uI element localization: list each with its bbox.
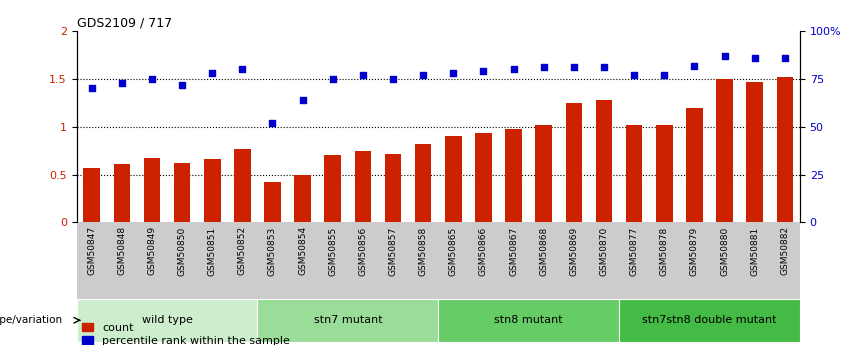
Bar [144, 158, 160, 223]
Bar [566, 103, 582, 223]
Text: GSM50852: GSM50852 [238, 226, 247, 275]
Bar [385, 154, 402, 223]
Point [115, 80, 129, 86]
Point [537, 65, 551, 70]
Bar [777, 77, 793, 223]
Text: GSM50877: GSM50877 [630, 226, 638, 276]
Text: genotype/variation: genotype/variation [0, 315, 62, 325]
Text: GSM50855: GSM50855 [328, 226, 337, 276]
Text: wild type: wild type [141, 315, 192, 325]
Bar [257, 299, 438, 342]
Bar [746, 82, 763, 223]
Text: GSM50879: GSM50879 [690, 226, 699, 276]
Text: stn8 mutant: stn8 mutant [494, 315, 563, 325]
Text: GSM50865: GSM50865 [448, 226, 458, 276]
Bar [686, 108, 703, 223]
Bar [174, 163, 191, 223]
Text: GSM50882: GSM50882 [780, 226, 790, 275]
Bar [294, 175, 311, 223]
Point [658, 72, 671, 78]
Text: GSM50853: GSM50853 [268, 226, 277, 276]
Bar [438, 299, 619, 342]
Text: GSM50854: GSM50854 [298, 226, 307, 275]
Bar [656, 125, 672, 223]
Point [688, 63, 701, 68]
Bar [234, 149, 251, 223]
Point [597, 65, 611, 70]
Point [447, 70, 460, 76]
Text: GSM50856: GSM50856 [358, 226, 368, 276]
Point [748, 55, 762, 61]
Text: GSM50851: GSM50851 [208, 226, 217, 276]
Point [85, 86, 99, 91]
Bar [204, 159, 220, 223]
Text: GSM50868: GSM50868 [540, 226, 548, 276]
Text: GSM50878: GSM50878 [660, 226, 669, 276]
Text: GSM50866: GSM50866 [479, 226, 488, 276]
Bar [355, 151, 371, 223]
Bar [77, 299, 257, 342]
Point [627, 72, 641, 78]
Point [296, 97, 310, 103]
Point [778, 55, 791, 61]
Text: GSM50869: GSM50869 [569, 226, 579, 276]
Point [416, 72, 430, 78]
Point [326, 76, 340, 82]
Point [717, 53, 731, 59]
Text: stn7 mutant: stn7 mutant [313, 315, 382, 325]
Text: GDS2109 / 717: GDS2109 / 717 [77, 17, 172, 30]
Bar [113, 164, 130, 223]
Text: GSM50850: GSM50850 [178, 226, 186, 276]
Text: GSM50880: GSM50880 [720, 226, 729, 276]
Point [175, 82, 189, 87]
Text: GSM50870: GSM50870 [600, 226, 608, 276]
Text: stn7stn8 double mutant: stn7stn8 double mutant [643, 315, 777, 325]
Text: GSM50849: GSM50849 [147, 226, 157, 275]
Text: GSM50857: GSM50857 [389, 226, 397, 276]
Bar [324, 156, 341, 223]
Point [507, 67, 521, 72]
Text: GSM50867: GSM50867 [509, 226, 518, 276]
Point [386, 76, 400, 82]
Bar [475, 134, 492, 223]
Point [567, 65, 580, 70]
Bar [415, 144, 431, 223]
Bar [535, 125, 552, 223]
Bar [505, 129, 522, 223]
Point [266, 120, 279, 126]
Text: GSM50848: GSM50848 [117, 226, 126, 275]
Point [146, 76, 159, 82]
Text: GSM50858: GSM50858 [419, 226, 428, 276]
Bar [83, 168, 100, 223]
Point [356, 72, 369, 78]
Point [236, 67, 249, 72]
Text: GSM50881: GSM50881 [751, 226, 759, 276]
Point [205, 70, 219, 76]
Bar [619, 299, 800, 342]
Bar [445, 136, 461, 223]
Bar [264, 182, 281, 223]
Point [477, 69, 490, 74]
Text: GSM50847: GSM50847 [87, 226, 96, 275]
Bar [717, 79, 733, 223]
Bar [596, 100, 613, 223]
Legend: count, percentile rank within the sample: count, percentile rank within the sample [83, 323, 290, 345]
Bar [625, 125, 643, 223]
